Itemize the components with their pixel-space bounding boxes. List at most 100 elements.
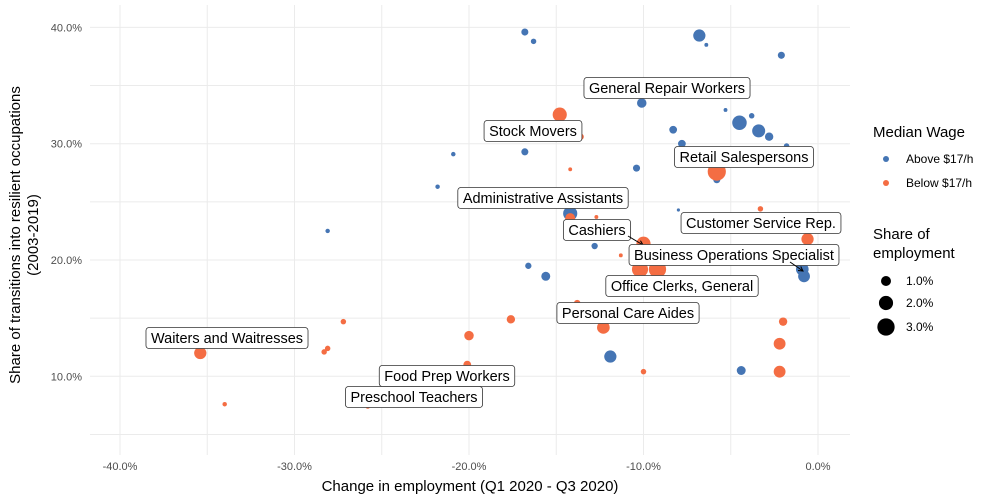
data-point — [568, 167, 573, 172]
annotation-box — [345, 386, 483, 408]
leader-line — [627, 235, 644, 246]
size-legend-label-2: 2.0% — [906, 296, 934, 310]
y-tick-label: 30.0% — [51, 139, 82, 151]
y-axis-title-line1: Share of transitions into resilient occu… — [7, 86, 24, 384]
annotation-label: Waiters and Waitresses — [145, 327, 309, 349]
data-point — [757, 206, 764, 212]
size-legend-keys — [877, 276, 895, 336]
data-point — [637, 98, 647, 108]
size-legend-label-1: 1.0% — [906, 274, 934, 288]
data-point — [552, 107, 567, 122]
data-point — [764, 132, 774, 141]
data-point — [798, 270, 810, 283]
annotation-box — [483, 120, 583, 142]
data-point — [194, 346, 207, 360]
data-point — [594, 215, 599, 219]
data-point — [521, 28, 529, 36]
y-tick-label: 40.0% — [51, 22, 82, 34]
annotation-text: Waiters and Waitresses — [151, 331, 303, 347]
legend-key-below — [883, 180, 889, 186]
annotation-text: Office Clerks, General — [611, 279, 753, 295]
data-point — [801, 232, 814, 246]
data-point — [676, 208, 680, 212]
y-axis-title: Share of transitions into resilient occu… — [7, 86, 42, 384]
annotation-label: Food Prep Workers — [378, 365, 516, 387]
annotation-label: Customer Service Rep. — [680, 212, 842, 234]
data-point — [669, 125, 678, 134]
x-axis-ticks: -40.0% -30.0% -20.0% -10.0% 0.0% — [103, 461, 831, 473]
leader-line — [789, 261, 804, 272]
x-tick-label: -30.0% — [277, 461, 312, 473]
annotations-layer: General Repair Workers Stock Movers Retail… — [145, 77, 842, 408]
annotation-label: Preschool Teachers — [345, 386, 483, 408]
annotation-label: Office Clerks, General — [605, 275, 759, 297]
y-axis-title-line2: (2003-2019) — [25, 194, 42, 276]
x-axis-title: Change in employment (Q1 2020 - Q3 2020) — [322, 478, 619, 495]
annotation-box — [145, 327, 309, 349]
data-point — [321, 349, 327, 355]
data-point — [632, 164, 641, 172]
data-point — [732, 115, 747, 131]
data-point — [736, 366, 746, 375]
annotation-box — [680, 212, 842, 234]
size-legend-title-line2: employment — [873, 245, 956, 262]
annotation-label: Stock Movers — [483, 120, 583, 142]
data-point — [618, 253, 623, 258]
data-point — [704, 42, 709, 47]
annotation-box — [674, 146, 814, 168]
data-point — [678, 139, 686, 148]
y-tick-label: 20.0% — [51, 255, 82, 267]
size-legend-key — [881, 276, 891, 286]
annotation-label: Business Operations Specialist — [628, 244, 840, 272]
data-point — [451, 151, 456, 157]
arrow-head-icon — [797, 266, 804, 272]
legend: Median Wage Above $17/h Below $17/h Shar… — [873, 124, 973, 336]
annotation-box — [562, 219, 632, 241]
data-point — [222, 401, 227, 407]
x-tick-label: 0.0% — [805, 461, 830, 473]
annotation-label: General Repair Workers — [583, 77, 751, 99]
data-point — [723, 108, 728, 112]
x-tick-label: -40.0% — [103, 461, 138, 473]
data-point — [541, 271, 551, 281]
annotation-text: Retail Salespersons — [680, 150, 809, 166]
data-point — [525, 262, 532, 269]
data-point — [464, 330, 474, 341]
y-axis-ticks: 10.0% 20.0% 30.0% 40.0% — [51, 22, 82, 383]
annotation-text: Business Operations Specialist — [634, 248, 834, 264]
data-point — [597, 321, 610, 334]
data-point — [773, 365, 786, 378]
data-point — [778, 317, 788, 326]
y-tick-label: 10.0% — [51, 371, 82, 383]
data-point — [530, 38, 537, 45]
annotation-text: Customer Service Rep. — [686, 216, 836, 232]
annotation-text: Preschool Teachers — [350, 390, 477, 406]
data-point — [752, 124, 766, 138]
annotation-text: Cashiers — [568, 223, 625, 239]
annotation-text: Administrative Assistants — [463, 191, 623, 207]
annotation-box — [457, 187, 629, 209]
data-point — [506, 315, 516, 324]
legend-key-above — [883, 156, 889, 162]
color-legend-title: Median Wage — [873, 124, 965, 141]
data-point — [748, 113, 755, 119]
legend-label-above: Above $17/h — [906, 152, 973, 166]
annotation-text: Food Prep Workers — [384, 369, 509, 385]
x-tick-label: -10.0% — [626, 461, 661, 473]
data-point — [591, 242, 598, 250]
annotation-label: Cashiers — [562, 219, 644, 246]
data-point — [435, 184, 440, 189]
legend-label-below: Below $17/h — [906, 176, 972, 190]
annotation-text: Personal Care Aides — [562, 306, 694, 322]
annotation-label: Personal Care Aides — [556, 302, 700, 324]
data-point — [773, 337, 786, 350]
annotation-label: Administrative Assistants — [457, 187, 629, 209]
data-point — [693, 29, 706, 42]
data-point — [521, 148, 529, 156]
annotation-box — [628, 244, 840, 266]
annotation-box — [556, 302, 700, 324]
data-point — [325, 228, 330, 234]
x-tick-label: -20.0% — [452, 461, 487, 473]
size-legend-key — [877, 318, 895, 336]
